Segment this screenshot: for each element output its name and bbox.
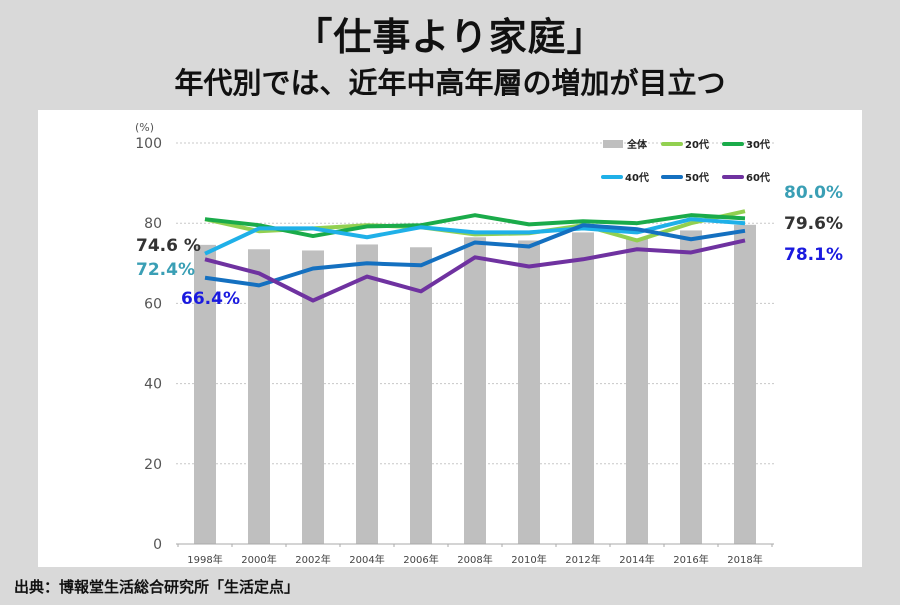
legend-swatch [722, 175, 744, 179]
annotation-label: 72.4% [136, 260, 195, 280]
chart-subtitle: 年代別では、近年中高年層の増加が目立つ [174, 66, 726, 100]
legend-swatch [661, 142, 683, 146]
line-40代 [204, 217, 746, 256]
x-tick-label: 2010年 [511, 553, 546, 566]
legend-label: 50代 [685, 171, 709, 184]
y-axis-label: (%) [135, 121, 154, 134]
legend-label: 20代 [685, 138, 709, 151]
legend-item: 40代 [601, 171, 649, 184]
legend-item: 全体 [603, 138, 648, 151]
annotation-label: 79.6% [784, 214, 843, 234]
bar-zentai [356, 244, 378, 544]
x-axis [176, 543, 774, 547]
legend-swatch [722, 142, 744, 146]
chart-panel [38, 110, 862, 567]
annotation-label: 74.6 % [136, 236, 201, 256]
line-30代 [204, 213, 746, 239]
line-50代 [204, 223, 746, 288]
x-tick-label: 2008年 [457, 553, 492, 566]
bar-zentai [518, 240, 540, 544]
bar-zentai [194, 244, 216, 544]
legend-swatch [603, 140, 623, 148]
bar-zentai [734, 224, 756, 544]
legend-item: 20代 [661, 138, 709, 151]
x-tick-label: 2018年 [727, 553, 762, 566]
legend-item: 60代 [722, 171, 770, 184]
bar-zentai [302, 250, 324, 544]
x-tick-label: 2016年 [673, 553, 708, 566]
legend: 全体 20代 30代 40代 50代 60代 [601, 138, 770, 184]
legend-item: 30代 [722, 138, 770, 151]
x-tick-label: 2006年 [403, 553, 438, 566]
annotation-label: 78.1% [784, 245, 843, 265]
y-tick-label: 0 [153, 537, 162, 553]
y-tick-label: 40 [144, 377, 162, 393]
y-tick-label: 20 [144, 457, 162, 473]
annotation-label: 66.4% [181, 289, 240, 309]
lines [204, 209, 746, 303]
bars [194, 224, 756, 545]
legend-swatch [601, 175, 623, 179]
bar-zentai [626, 238, 648, 545]
legend-item: 50代 [661, 171, 709, 184]
y-tick-label: 80 [144, 216, 162, 232]
x-ticks: 1998年 2000年 2002年 2004年 2006年 2008年 2010年 2012年… [187, 553, 762, 566]
y-tick-label: 60 [144, 296, 162, 312]
x-tick-label: 2012年 [565, 553, 600, 566]
bar-zentai [410, 247, 432, 544]
legend-label: 30代 [746, 138, 770, 151]
x-tick-label: 2002年 [295, 553, 330, 566]
x-tick-label: 2000年 [241, 553, 276, 566]
x-tick-label: 2004年 [349, 553, 384, 566]
legend-label: 60代 [746, 171, 770, 184]
chart-title: 「仕事より家庭」 [294, 15, 606, 59]
source-note: 出典：博報堂生活総合研究所「生活定点」 [14, 578, 300, 596]
annotation-label: 80.0% [784, 183, 843, 203]
bar-zentai [464, 237, 486, 545]
legend-label: 40代 [625, 171, 649, 184]
legend-swatch [661, 175, 683, 179]
y-tick-label: 100 [135, 136, 162, 152]
bar-zentai [248, 249, 270, 544]
line-60代 [204, 238, 746, 303]
x-tick-label: 1998年 [187, 553, 222, 566]
x-tick-label: 2014年 [619, 553, 654, 566]
legend-label: 全体 [626, 138, 648, 151]
annotations: 74.6 % 72.4% 66.4% 80.0% 79.6% 78.1% [136, 183, 843, 309]
y-ticks: 0 20 40 60 80 100 [135, 136, 162, 553]
bar-zentai [572, 232, 594, 544]
bar-zentai [680, 230, 702, 544]
